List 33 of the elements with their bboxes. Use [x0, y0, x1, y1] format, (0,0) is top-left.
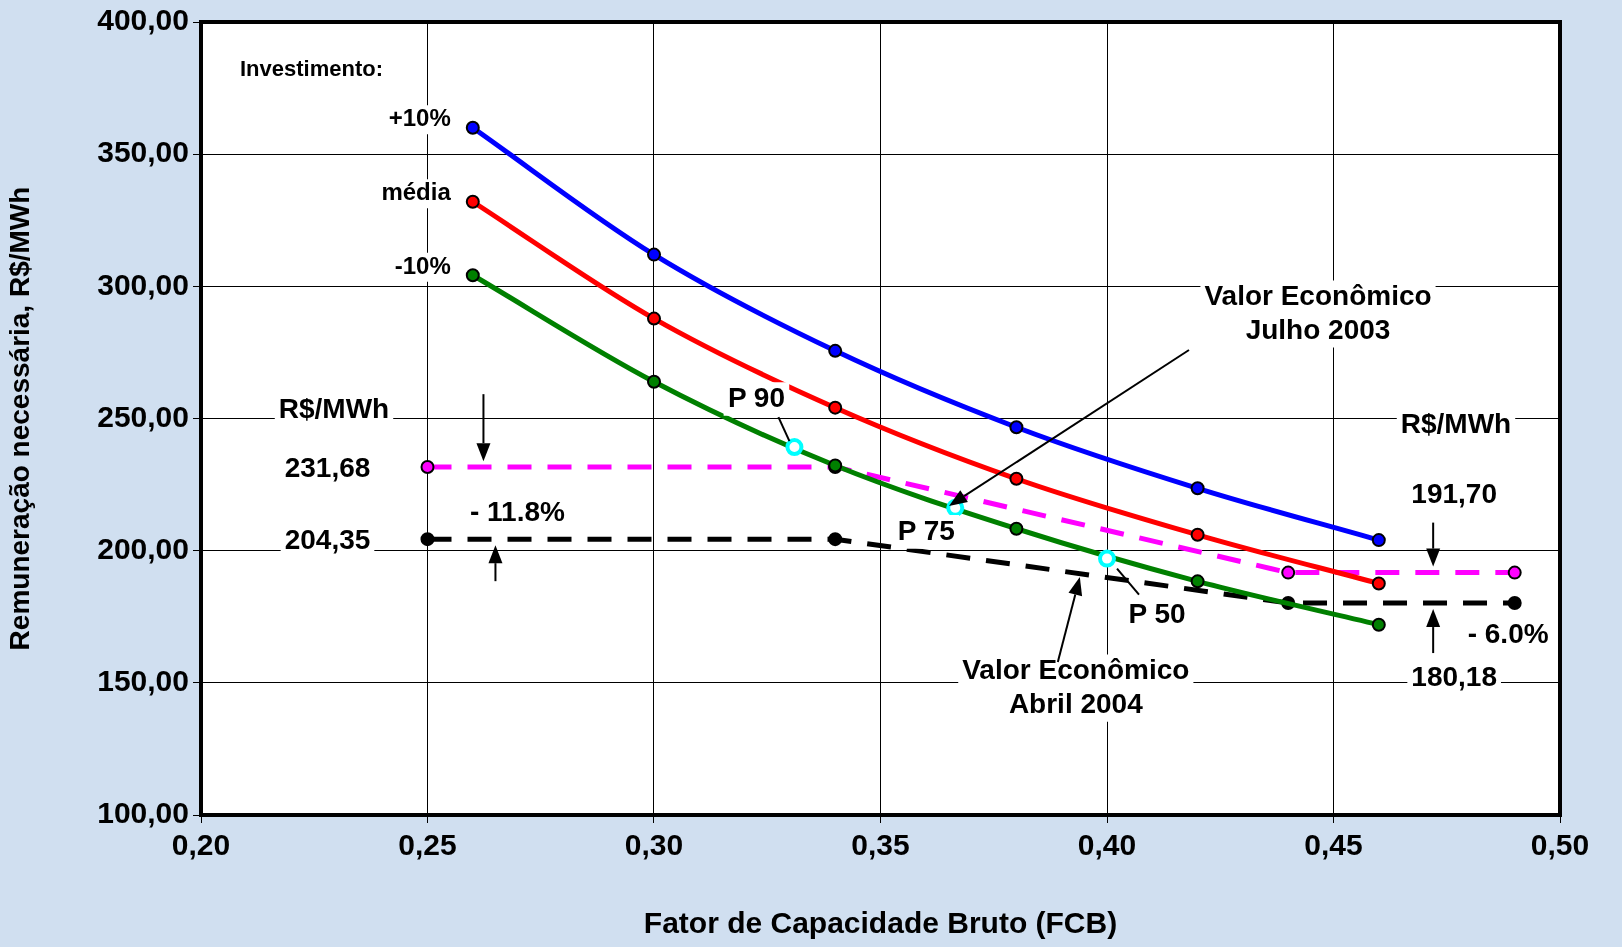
series-label: -10% [394, 251, 451, 279]
annotation: Valor Econômico Abril 2004 [962, 654, 1190, 719]
y-tick-label: 200,00 [97, 531, 189, 565]
annotation: 191,70 [1411, 478, 1497, 510]
x-tick-label: 0,20 [171, 828, 231, 862]
y-tick-label: 100,00 [97, 796, 189, 830]
x-tick-label: 0,25 [398, 828, 457, 862]
x-tick-label: 0,45 [1304, 828, 1363, 862]
series-label: média [381, 178, 452, 206]
annotation: 231,68 [284, 451, 371, 483]
annotation: Investimento: [240, 56, 384, 82]
annotation: - 11.8% [469, 495, 566, 527]
x-tick-label: 0,40 [1077, 828, 1137, 862]
annotation: 204,35 [284, 523, 371, 555]
y-tick-label: 400,00 [97, 3, 189, 37]
series-label: +10% [388, 104, 451, 132]
annotation: R$/MWh [1400, 407, 1512, 439]
annotation: Valor Econômico Julho 2003 [1204, 279, 1432, 345]
annotation: P 90 [727, 381, 785, 413]
y-tick-label: 250,00 [97, 399, 189, 433]
annotation: P 50 [1128, 598, 1186, 630]
annotation: 180,18 [1411, 660, 1497, 692]
x-axis-title: Fator de Capacidade Bruto (FCB) [643, 906, 1118, 940]
y-axis-title: Remuneração necessária, R$/MWh [3, 186, 35, 651]
x-tick-label: 0,35 [851, 828, 910, 862]
y-tick-label: 300,00 [97, 267, 189, 301]
annotation: P 75 [897, 514, 955, 546]
x-tick-label: 0,30 [624, 828, 684, 862]
annotation: - 6.0% [1467, 617, 1549, 649]
y-tick-label: 350,00 [97, 135, 189, 169]
annotation: R$/MWh [278, 392, 390, 424]
y-tick-label: 150,00 [97, 664, 189, 698]
x-tick-label: 0,50 [1530, 828, 1590, 862]
